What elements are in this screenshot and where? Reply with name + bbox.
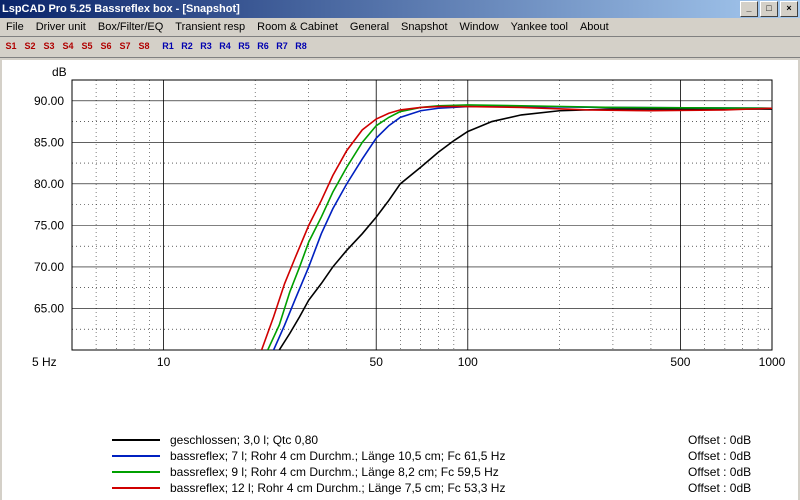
tb-s7[interactable]: S7	[116, 38, 134, 56]
tb-s1[interactable]: S1	[2, 38, 20, 56]
menu-transientresp[interactable]: Transient resp	[169, 21, 251, 33]
legend-swatch-0	[112, 439, 160, 441]
svg-text:100: 100	[458, 355, 478, 369]
window-title: LspCAD Pro 5.25 Bassreflex box - [Snapsh…	[2, 3, 740, 15]
tb-r6[interactable]: R6	[254, 38, 272, 56]
legend-swatch-2	[112, 471, 160, 473]
menu-general[interactable]: General	[344, 21, 395, 33]
close-button[interactable]: ×	[780, 1, 798, 17]
legend-offset-2: Offset : 0dB	[688, 465, 778, 479]
legend-label-2: bassreflex; 9 l; Rohr 4 cm Durchm.; Läng…	[170, 465, 688, 479]
tb-r3[interactable]: R3	[197, 38, 215, 56]
svg-text:65.00: 65.00	[34, 301, 64, 315]
tb-r2[interactable]: R2	[178, 38, 196, 56]
svg-text:80.00: 80.00	[34, 177, 64, 191]
tb-r5[interactable]: R5	[235, 38, 253, 56]
minimize-button[interactable]: _	[740, 1, 758, 17]
svg-text:1000: 1000	[759, 355, 786, 369]
svg-text:70.00: 70.00	[34, 260, 64, 274]
svg-text:90.00: 90.00	[34, 94, 64, 108]
tb-r1[interactable]: R1	[159, 38, 177, 56]
legend-row-1: bassreflex; 7 l; Rohr 4 cm Durchm.; Läng…	[112, 448, 778, 464]
legend-offset-0: Offset : 0dB	[688, 433, 778, 447]
tb-s6[interactable]: S6	[97, 38, 115, 56]
spl-chart: 65.00 70.00 75.00 80.00 85.00 90.00 10 50 100 500…	[2, 60, 798, 420]
menu-snapshot[interactable]: Snapshot	[395, 21, 453, 33]
legend: geschlossen; 3,0 l; Qtc 0,80Offset : 0dB…	[112, 432, 778, 496]
chart-panel: 65.00 70.00 75.00 80.00 85.00 90.00 10 50 100 500…	[2, 60, 798, 500]
svg-text:75.00: 75.00	[34, 218, 64, 232]
svg-text:85.00: 85.00	[34, 135, 64, 149]
legend-row-2: bassreflex; 9 l; Rohr 4 cm Durchm.; Läng…	[112, 464, 778, 480]
title-bar: LspCAD Pro 5.25 Bassreflex box - [Snapsh…	[0, 0, 800, 18]
menu-roomcabinet[interactable]: Room & Cabinet	[251, 21, 344, 33]
menu-yankeetool[interactable]: Yankee tool	[505, 21, 574, 33]
svg-text:10: 10	[157, 355, 171, 369]
legend-offset-1: Offset : 0dB	[688, 449, 778, 463]
menu-bar: FileDriver unitBox/Filter/EQTransient re…	[0, 18, 800, 37]
tb-r8[interactable]: R8	[292, 38, 310, 56]
svg-text:dB: dB	[52, 65, 67, 79]
menu-file[interactable]: File	[0, 21, 30, 33]
legend-label-3: bassreflex; 12 l; Rohr 4 cm Durchm.; Län…	[170, 481, 688, 495]
menu-about[interactable]: About	[574, 21, 615, 33]
tb-s8[interactable]: S8	[135, 38, 153, 56]
legend-row-0: geschlossen; 3,0 l; Qtc 0,80Offset : 0dB	[112, 432, 778, 448]
svg-text:5 Hz: 5 Hz	[32, 355, 57, 369]
tb-s4[interactable]: S4	[59, 38, 77, 56]
legend-swatch-1	[112, 455, 160, 457]
tb-s5[interactable]: S5	[78, 38, 96, 56]
menu-window[interactable]: Window	[454, 21, 505, 33]
toolbar: S1S2S3S4S5S6S7S8 R1R2R3R4R5R6R7R8	[0, 37, 800, 58]
svg-text:500: 500	[670, 355, 690, 369]
tb-r7[interactable]: R7	[273, 38, 291, 56]
series-3	[262, 107, 772, 350]
svg-text:50: 50	[370, 355, 384, 369]
legend-offset-3: Offset : 0dB	[688, 481, 778, 495]
series-0	[279, 109, 772, 350]
menu-driverunit[interactable]: Driver unit	[30, 21, 92, 33]
window-controls: _ □ ×	[740, 1, 798, 17]
legend-row-3: bassreflex; 12 l; Rohr 4 cm Durchm.; Län…	[112, 480, 778, 496]
tb-r4[interactable]: R4	[216, 38, 234, 56]
legend-swatch-3	[112, 487, 160, 489]
series-2	[268, 105, 772, 350]
legend-label-1: bassreflex; 7 l; Rohr 4 cm Durchm.; Läng…	[170, 449, 688, 463]
tb-s3[interactable]: S3	[40, 38, 58, 56]
tb-s2[interactable]: S2	[21, 38, 39, 56]
series-1	[274, 107, 772, 350]
maximize-button[interactable]: □	[760, 1, 778, 17]
menu-boxfiltereq[interactable]: Box/Filter/EQ	[92, 21, 169, 33]
legend-label-0: geschlossen; 3,0 l; Qtc 0,80	[170, 433, 688, 447]
